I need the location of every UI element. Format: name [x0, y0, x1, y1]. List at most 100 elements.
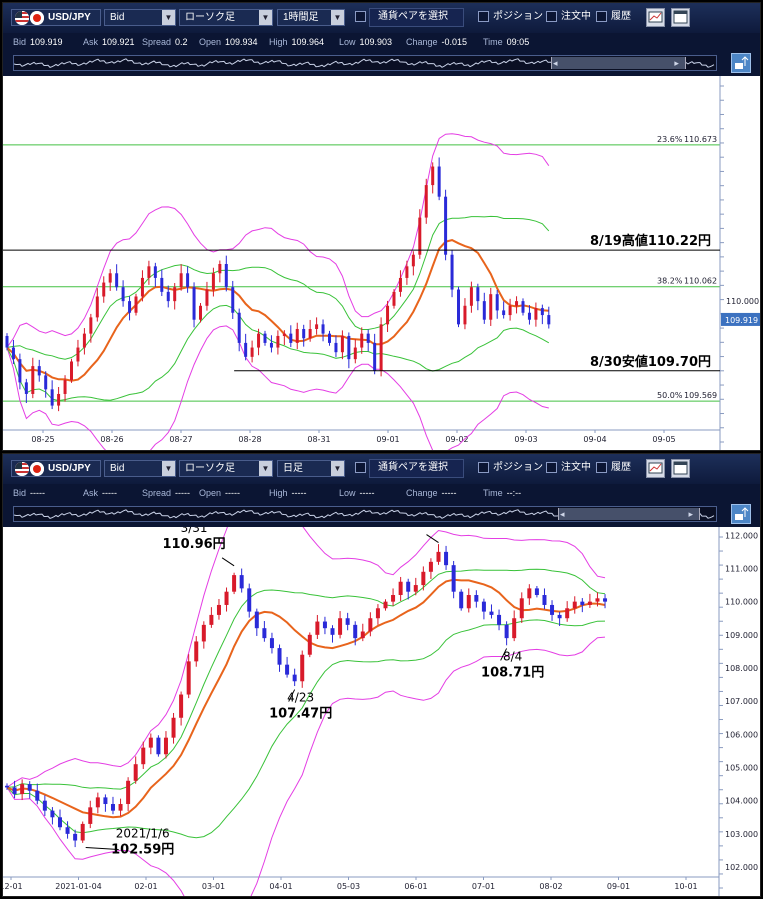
x-tick-label: 08-31 [307, 435, 330, 444]
candle [360, 631, 365, 639]
candle [121, 287, 125, 302]
candle [269, 342, 273, 348]
y-tick-label: 103.000 [725, 830, 758, 839]
annotation-date: 2021/1/6 [116, 826, 170, 840]
candle [160, 277, 164, 292]
candle [218, 264, 222, 274]
orders-checkbox[interactable] [546, 462, 557, 473]
annotation-price: 108.71円 [481, 665, 544, 680]
candle [436, 551, 441, 562]
candle [527, 588, 532, 599]
chart-settings-button[interactable] [646, 8, 665, 27]
y-tick-label: 110.000 [726, 297, 759, 306]
candle [70, 361, 73, 381]
candle [300, 654, 305, 682]
navigator-track[interactable]: ◂ ▸ [13, 55, 717, 71]
chart-settings-button[interactable] [646, 459, 665, 478]
scroll-left-icon[interactable]: ◂ [560, 509, 565, 519]
window-button[interactable] [671, 8, 690, 27]
candle [20, 784, 25, 795]
hourly-candlestick-chart[interactable]: 23.6% 110.673 38.2% 110.062 50.0% 109.569 110.… [3, 76, 760, 451]
auto-scroll-button[interactable] [731, 504, 751, 524]
history-label: 履歴 [611, 462, 631, 473]
window-button[interactable] [671, 459, 690, 478]
position-label: ポジション [493, 11, 543, 22]
candle [179, 694, 184, 718]
auto-scroll-button[interactable] [731, 53, 751, 73]
candle [166, 291, 170, 302]
candle [173, 287, 177, 302]
candle [512, 618, 517, 639]
history-checkbox[interactable] [596, 11, 607, 22]
candle [391, 595, 396, 602]
candle [515, 301, 519, 306]
candle [63, 380, 67, 394]
select-pair-checkbox[interactable] [355, 462, 366, 473]
jp-flag-icon [30, 11, 44, 25]
candle [209, 614, 214, 625]
timeframe-dropdown[interactable]: 日足 ▼ [277, 460, 345, 477]
candle [292, 674, 297, 682]
candle [57, 817, 62, 828]
candle [424, 185, 428, 218]
scroll-right-icon[interactable]: ▸ [674, 58, 679, 68]
candle [482, 301, 486, 320]
position-label: ポジション [493, 462, 543, 473]
x-tick-label: 02-01 [134, 882, 157, 891]
candle [334, 342, 338, 353]
candle [495, 294, 499, 311]
candle [186, 273, 190, 288]
timeframe-dropdown[interactable]: 1時間足 ▼ [277, 9, 345, 26]
candle [379, 324, 383, 371]
candle [450, 254, 454, 290]
candle [481, 601, 486, 612]
x-tick-label: 03-01 [202, 882, 225, 891]
candle [330, 628, 335, 635]
select-pair-button[interactable]: 通貨ペアを選択 [369, 8, 464, 27]
select-pair-checkbox[interactable] [355, 11, 366, 22]
navigator-selection[interactable] [558, 508, 701, 520]
scroll-left-icon[interactable]: ◂ [553, 58, 558, 68]
candle [431, 166, 435, 186]
candle [534, 308, 538, 320]
candle [5, 785, 9, 788]
window-icon [673, 461, 688, 475]
candle [50, 389, 54, 406]
candle [466, 595, 471, 609]
bollinger-outer-band-upper [6, 527, 606, 788]
candle [254, 611, 259, 629]
info-bid: Bid ----- [13, 488, 46, 498]
candle [295, 328, 299, 343]
candle [262, 628, 267, 639]
window-icon [673, 10, 688, 24]
history-checkbox[interactable] [596, 462, 607, 473]
candle [340, 335, 344, 353]
annotation-date: 4/23 [287, 691, 314, 705]
chart-type-dropdown[interactable]: ローソク足 ▼ [179, 9, 273, 26]
price-type-dropdown[interactable]: Bid ▼ [104, 9, 176, 26]
price-type-dropdown[interactable]: Bid ▼ [104, 460, 176, 477]
candle [126, 780, 131, 805]
candle [147, 266, 151, 278]
candle [595, 598, 600, 602]
select-pair-button[interactable]: 通貨ペアを選択 [369, 459, 464, 478]
orders-checkbox[interactable] [546, 11, 557, 22]
navigator-selection[interactable] [551, 57, 687, 69]
candle [444, 196, 448, 255]
timeframe-value: 日足 [283, 463, 303, 474]
scroll-right-icon[interactable]: ▸ [688, 509, 693, 519]
daily-candlestick-chart[interactable]: 102.000 103.000 104.000 105.000 106.000 107.0… [3, 527, 760, 897]
quote-info-bar: Bid 109.919 Ask 109.921 Spread 0.2 Open 109.… [3, 33, 760, 51]
candle [508, 305, 512, 316]
info-open: Open 109.934 [199, 37, 258, 47]
info-change: Change -0.015 [406, 37, 468, 47]
chart-type-dropdown[interactable]: ローソク足 ▼ [179, 460, 273, 477]
candle [133, 764, 138, 781]
moving-average-line [6, 239, 549, 382]
position-checkbox[interactable] [478, 462, 489, 473]
currency-pair-dropdown[interactable]: USD/JPY [11, 460, 101, 477]
navigator-track[interactable]: ◂ ▸ [13, 506, 717, 522]
candle [156, 737, 161, 755]
currency-pair-dropdown[interactable]: USD/JPY [11, 9, 101, 26]
position-checkbox[interactable] [478, 11, 489, 22]
